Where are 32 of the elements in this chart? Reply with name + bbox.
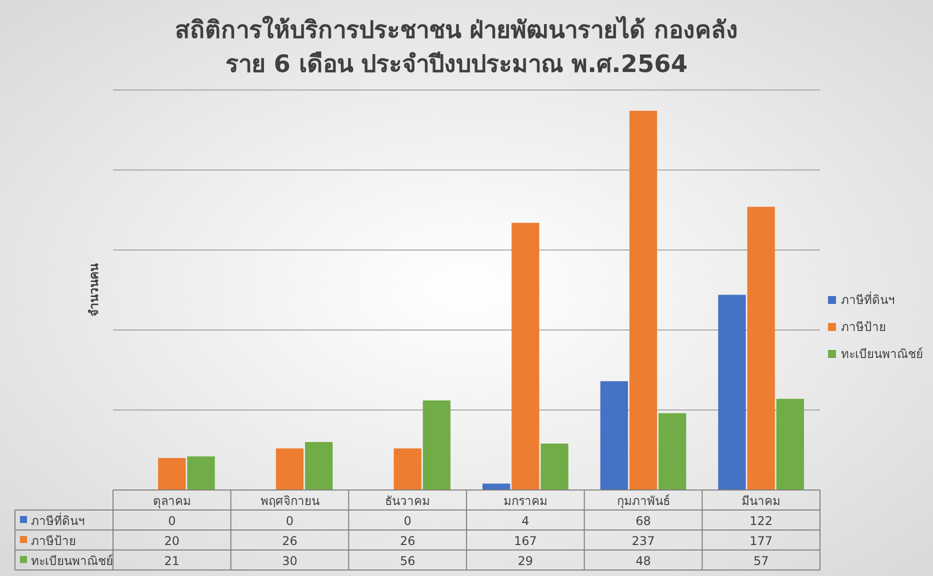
data-label: 0 — [404, 514, 412, 528]
data-label: 26 — [400, 534, 416, 548]
data-label: 177 — [750, 534, 773, 548]
legend-label: ภาษีป้าย — [841, 320, 886, 334]
data-label: 29 — [518, 554, 534, 568]
chart-title: สถิติการให้บริการประชาชน ฝ่ายพัฒนารายได้ กองคลัง ราย 6 เดือน ประจำปีงบประมาณ พ.ศ.2564 — [175, 15, 738, 78]
data-label: 20 — [164, 534, 180, 548]
text: ทะเบียนพาณิชย์ — [31, 554, 113, 568]
data-label: 21 — [164, 554, 180, 568]
x-tick-label: กุมภาพันธ์ — [616, 494, 670, 509]
x-tick-label: ตุลาคม — [152, 494, 191, 509]
x-tick-label: มกราคม — [503, 494, 548, 508]
data-label: 0 — [168, 514, 176, 528]
data-label: 4 — [522, 514, 530, 528]
data-label: 0 — [286, 514, 294, 528]
legend-label: ทะเบียนพาณิชย์ — [841, 347, 923, 361]
data-label: 56 — [400, 554, 416, 568]
text: ภาษีป้าย — [31, 534, 76, 548]
x-tick-label: มีนาคม — [742, 494, 781, 508]
data-label: 57 — [753, 554, 769, 568]
y-axis-title: จำนวนคน — [87, 262, 101, 316]
data-label: 48 — [636, 554, 651, 568]
text: ภาษีที่ดินฯ — [31, 514, 85, 528]
data-label: 26 — [282, 534, 298, 548]
data-label: 122 — [750, 514, 773, 528]
data-label: 68 — [636, 514, 651, 528]
data-label: 30 — [282, 554, 298, 568]
data-label: 167 — [514, 534, 537, 548]
x-tick-label: ธันวาคม — [385, 494, 430, 508]
data-label: 237 — [632, 534, 655, 548]
x-tick-label: พฤศจิกายน — [260, 494, 320, 508]
legend-label: ภาษีที่ดินฯ — [841, 291, 895, 307]
